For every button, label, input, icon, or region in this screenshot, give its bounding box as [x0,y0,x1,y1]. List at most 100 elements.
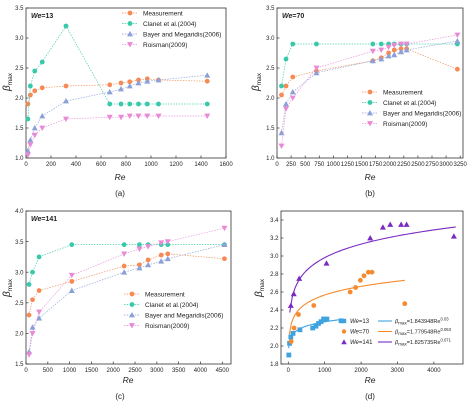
data-point [288,339,294,344]
y-tick-label: 3.5 [266,6,275,12]
data-point [286,352,292,358]
y-tick-label: 3.0 [15,36,24,42]
x-tick-label: 2750 [425,162,439,168]
data-point [204,78,210,84]
panel-caption: (a) [115,189,125,198]
panel-caption: (d) [365,392,375,401]
y-tick-label: 2.8 [270,272,279,278]
data-point [221,225,228,232]
y-tick-label: 2.4 [270,308,279,314]
data-point [385,44,392,50]
data-point [106,89,113,95]
data-point [25,101,31,107]
data-point [63,83,69,89]
data-point [155,113,162,119]
x-tick-label: 1000 [144,162,158,168]
x-tick-label: 3000 [391,368,405,374]
fit-curve [288,318,343,349]
x-tick-label: 3000 [150,368,164,374]
data-point [126,83,133,89]
data-point [398,41,404,47]
we-annotation: We=13 [31,13,53,20]
x-tick-label: 400 [71,162,82,168]
chart-panel: 0 1000 2000 3000 4000 1.8 2.0 2.2 2.4 2.6 2.8 3.0 3.… [254,210,464,401]
legend-marker [129,312,135,318]
data-point [313,323,319,329]
data-point [27,83,33,89]
x-tick-label: 1400 [194,162,208,168]
data-point [144,78,151,84]
y-tick-label: 2.0 [270,344,279,350]
data-point [403,221,410,227]
data-point [118,80,124,86]
data-point [314,41,319,47]
legend-fit-label: βmax=1.779548Re0.053 [394,327,452,336]
chart-panel: 0 500 1000 1500 2000 2500 3000 3500 4000 4500 1.5 2… [2,209,232,401]
data-point [288,334,294,340]
data-point [135,80,142,86]
legend-marker [127,31,133,37]
y-tick-label: 3.0 [15,270,24,276]
x-tick-label: 2500 [411,162,425,168]
data-point [121,242,127,248]
legend-marker [341,329,347,334]
legend-marker [341,339,347,345]
data-point [313,69,320,76]
data-point [391,42,398,49]
x-tick-label: 1500 [85,368,99,374]
data-point [118,101,124,107]
data-point [450,233,457,239]
series-line [28,253,225,316]
legend-label: We=70 [350,330,370,336]
y-tick-label: 2.0 [15,332,24,338]
data-point [321,316,326,322]
fit-curve [289,226,456,313]
series-line [27,115,208,156]
data-point [353,285,359,290]
y-tick-label: 3.5 [15,240,24,246]
legend-marker [367,110,373,116]
y-tick-label: 1.0 [15,156,24,162]
y-axis-label: βmax [2,278,14,298]
data-point [165,242,171,248]
series-line [281,40,458,133]
data-point [145,261,152,268]
x-tick-label: 3500 [172,368,186,374]
y-tick-label: 1.8 [270,362,279,368]
data-point [402,301,408,307]
data-point [36,309,43,315]
data-point [24,147,31,154]
x-axis-label: Re [365,172,376,182]
x-tick-label: 0 [24,162,28,168]
data-point [278,129,285,136]
data-point [127,79,133,85]
y-tick-label: 2.5 [15,301,24,307]
data-point [69,278,75,284]
legend-marker [127,10,133,16]
data-point [126,113,133,119]
legend-marker [367,89,373,95]
data-point [69,242,75,248]
data-point [27,137,34,143]
data-point [156,101,161,107]
x-tick-label: 1250 [341,162,355,168]
x-tick-label: 4500 [216,368,230,374]
data-point [378,41,384,47]
legend-label: We=141 [350,340,373,346]
data-point [361,273,367,279]
data-point [30,269,35,275]
x-tick-label: 3250 [454,162,468,168]
y-tick-label: 3.4 [270,218,279,224]
y-axis-label: βmax [254,278,266,298]
data-point [155,77,162,83]
y-tick-label: 3.5 [15,6,24,12]
y-tick-label: 4.0 [15,209,24,215]
legend-label: Bayer and Megaridis(2006) [383,110,461,117]
data-point [316,321,321,326]
data-point [323,260,330,266]
y-tick-label: 2.2 [270,326,279,332]
legend: Measurement Clanet et al.(2004) Bayer and … [124,291,223,330]
x-tick-label: 0 [275,162,279,168]
data-point [283,106,290,112]
